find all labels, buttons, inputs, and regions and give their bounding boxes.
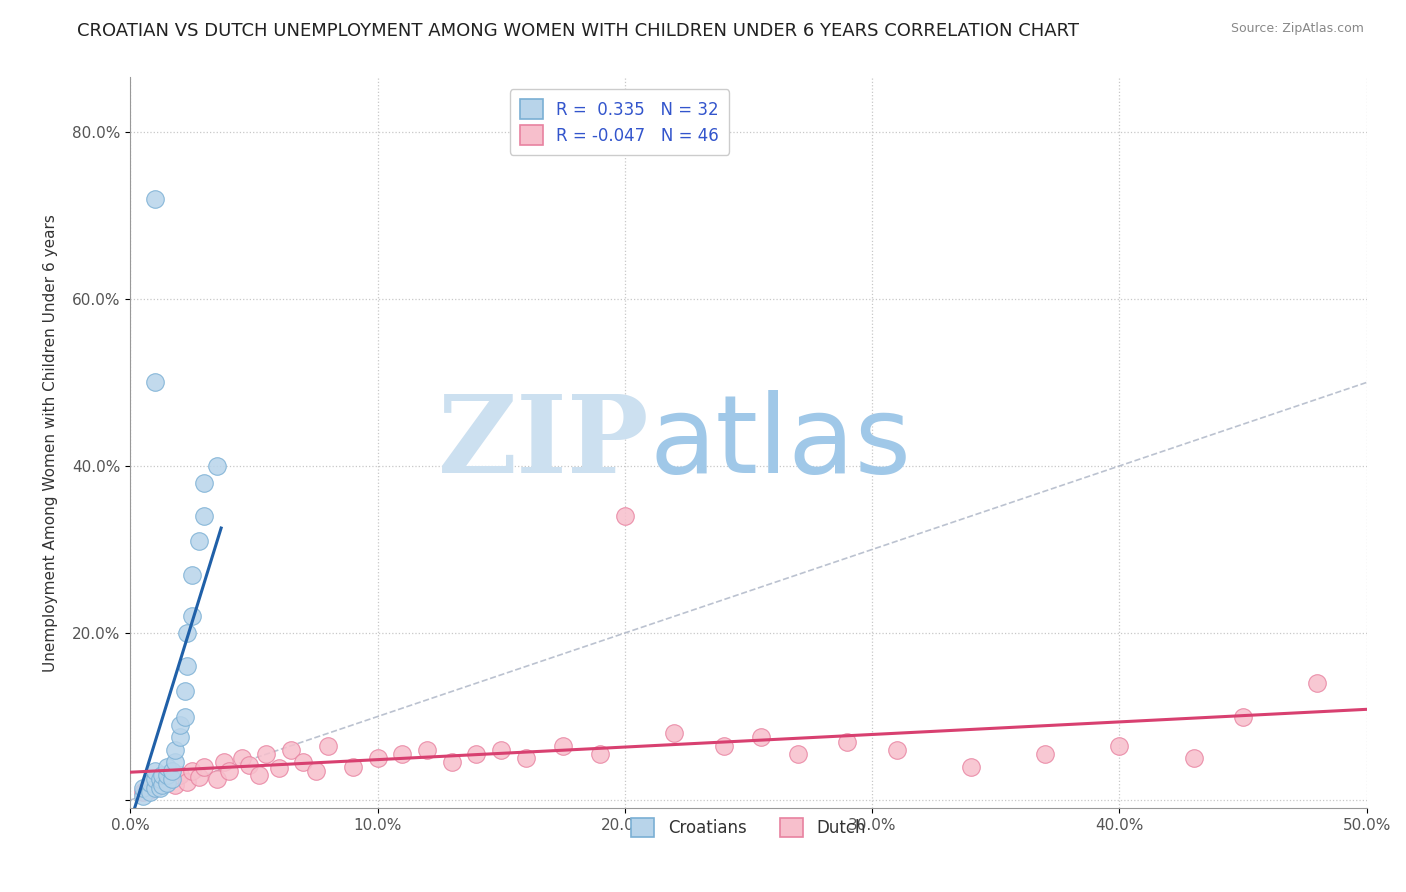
Point <box>1033 747 1056 761</box>
Point <box>267 761 290 775</box>
Point <box>749 731 772 745</box>
Point <box>1232 709 1254 723</box>
Point <box>131 785 153 799</box>
Point <box>143 192 166 206</box>
Point <box>551 739 574 753</box>
Point <box>162 772 184 787</box>
Point <box>416 743 439 757</box>
Point <box>156 772 179 787</box>
Point <box>515 751 537 765</box>
Point <box>181 609 204 624</box>
Point <box>156 768 179 782</box>
Point <box>156 759 179 773</box>
Point <box>193 509 215 524</box>
Point <box>156 776 179 790</box>
Point <box>238 758 260 772</box>
Text: atlas: atlas <box>650 390 911 496</box>
Point <box>247 768 270 782</box>
Point <box>139 783 162 797</box>
Point <box>193 475 215 490</box>
Point <box>440 756 463 770</box>
Point <box>139 785 162 799</box>
Point <box>143 772 166 787</box>
Point <box>391 747 413 761</box>
Point <box>188 534 211 549</box>
Point <box>613 509 636 524</box>
Point <box>163 756 186 770</box>
Point <box>305 764 328 778</box>
Point <box>176 659 198 673</box>
Point <box>292 756 315 770</box>
Point <box>163 743 186 757</box>
Point <box>193 759 215 773</box>
Legend: Croatians, Dutch: Croatians, Dutch <box>624 812 873 844</box>
Point <box>218 764 240 778</box>
Point <box>280 743 302 757</box>
Point <box>169 768 191 782</box>
Point <box>589 747 612 761</box>
Point <box>131 780 153 795</box>
Point <box>173 709 195 723</box>
Point <box>1306 676 1329 690</box>
Point <box>149 776 172 790</box>
Point <box>169 718 191 732</box>
Point <box>886 743 908 757</box>
Point <box>489 743 512 757</box>
Point <box>163 778 186 792</box>
Point <box>176 626 198 640</box>
Point <box>181 567 204 582</box>
Point <box>150 768 173 782</box>
Text: ZIP: ZIP <box>439 390 650 496</box>
Point <box>173 684 195 698</box>
Y-axis label: Unemployment Among Women with Children Under 6 years: Unemployment Among Women with Children U… <box>44 214 58 672</box>
Point <box>664 726 686 740</box>
Text: CROATIAN VS DUTCH UNEMPLOYMENT AMONG WOMEN WITH CHILDREN UNDER 6 YEARS CORRELATI: CROATIAN VS DUTCH UNEMPLOYMENT AMONG WOM… <box>77 22 1080 40</box>
Point <box>787 747 810 761</box>
Point <box>342 759 364 773</box>
Point <box>150 778 173 792</box>
Point <box>143 780 166 795</box>
Point <box>131 789 153 803</box>
Point <box>143 764 166 778</box>
Point <box>713 739 735 753</box>
Point <box>143 780 166 795</box>
Point <box>837 734 859 748</box>
Point <box>169 731 191 745</box>
Point <box>1108 739 1130 753</box>
Point <box>1182 751 1205 765</box>
Point <box>188 770 211 784</box>
Point <box>162 764 184 778</box>
Point <box>176 774 198 789</box>
Point <box>181 764 204 778</box>
Point <box>205 772 228 787</box>
Point <box>143 376 166 390</box>
Point <box>367 751 389 765</box>
Point <box>960 759 983 773</box>
Point <box>149 780 172 795</box>
Point <box>465 747 488 761</box>
Point <box>149 772 172 787</box>
Text: Source: ZipAtlas.com: Source: ZipAtlas.com <box>1230 22 1364 36</box>
Point <box>205 458 228 473</box>
Point <box>316 739 339 753</box>
Point <box>212 756 235 770</box>
Point <box>139 776 162 790</box>
Point <box>231 751 253 765</box>
Point <box>254 747 277 761</box>
